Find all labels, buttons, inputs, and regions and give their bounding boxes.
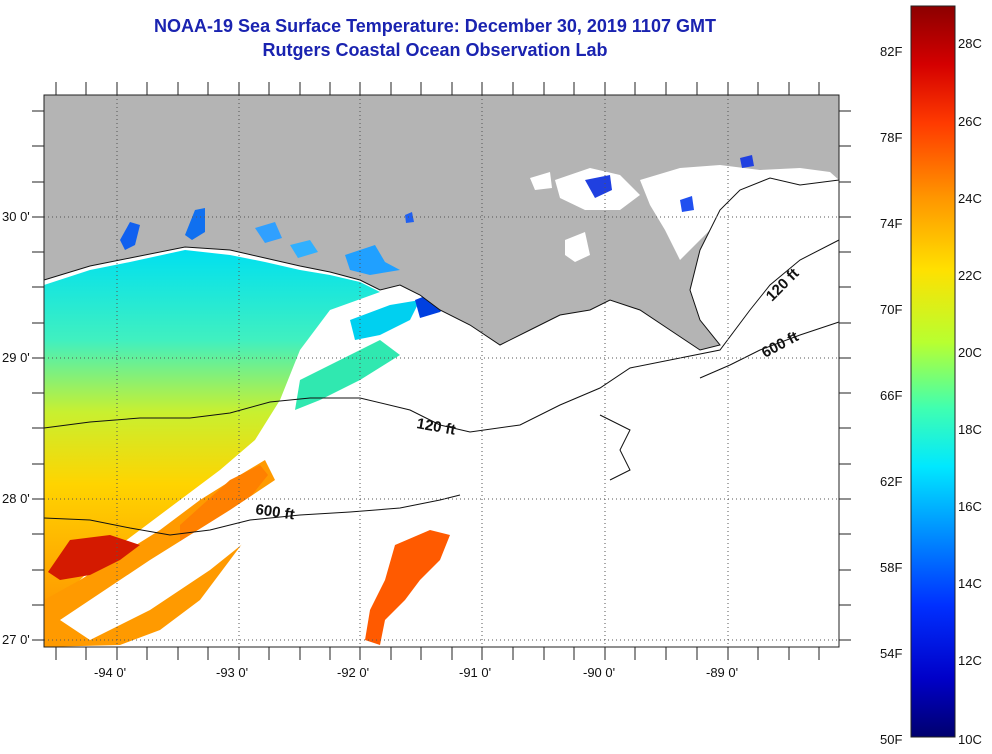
land-area (44, 95, 839, 350)
lat-label-29: 29 0' (2, 350, 30, 365)
cloud-streak (60, 360, 480, 640)
lake-8 (405, 212, 414, 223)
lon-label-90: -90 0' (583, 665, 616, 680)
colorbar-c-label: 10C (958, 732, 982, 747)
lake-2 (185, 208, 205, 240)
sst-water-west (44, 250, 380, 610)
colorbar-c-label: 28C (958, 36, 982, 51)
lake-4 (290, 240, 318, 258)
colorbar (910, 5, 956, 738)
lat-label-27: 27 0' (2, 632, 30, 647)
lat-label-28: 28 0' (2, 491, 30, 506)
colorbar-c-label: 18C (958, 422, 982, 437)
lon-label-89: -89 0' (706, 665, 739, 680)
sst-cyan-patch (350, 300, 420, 340)
colorbar-f-label: 62F (880, 474, 903, 489)
map-title: NOAA-19 Sea Surface Temperature: Decembe… (154, 16, 716, 36)
contour-600ft-east (599, 321, 840, 481)
sst-warm-patch-east (365, 530, 450, 645)
axis-ticks (32, 82, 851, 660)
colorbar-f-label: 54F (880, 646, 903, 661)
lon-label-92: -92 0' (337, 665, 370, 680)
colorbar-f-label: 66F (880, 388, 903, 403)
colorbar-f-label: 50F (880, 732, 903, 747)
colorbar-f-label: 70F (880, 302, 903, 317)
colorbar-f-label: 58F (880, 560, 903, 575)
contour-label-120ft: 120 ft (415, 415, 457, 439)
lake-7 (740, 155, 754, 168)
colorbar-c-label: 24C (958, 191, 982, 206)
colorbar-c-label: 14C (958, 576, 982, 591)
lake-5 (345, 245, 400, 275)
lake-6 (585, 175, 612, 198)
colorbar-c-label: 22C (958, 268, 982, 283)
colorbar-c-label: 26C (958, 114, 982, 129)
coastline (43, 177, 840, 351)
contour-600ft (43, 494, 461, 536)
lake-3 (255, 222, 282, 243)
colorbar-f-label: 82F (880, 44, 903, 59)
colorbar-c-label: 16C (958, 499, 982, 514)
contour-120ft (43, 239, 840, 433)
sst-teal-patch (295, 340, 400, 410)
lat-label-30: 30 0' (2, 209, 30, 224)
sst-hot-patch (48, 535, 140, 580)
contour-label-600ft: 600 ft (254, 501, 295, 523)
map-subtitle: Rutgers Coastal Ocean Observation Lab (262, 40, 608, 60)
lon-label-91: -91 0' (459, 665, 492, 680)
colorbar-f-label: 74F (880, 216, 903, 231)
lon-label-93: -93 0' (216, 665, 249, 680)
colorbar-f-label: 78F (880, 130, 903, 145)
lake-9 (680, 196, 694, 212)
colorbar-c-label: 20C (958, 345, 982, 360)
lake-1 (120, 222, 140, 250)
cloud-over-land-3 (565, 232, 590, 262)
cloud-over-land-4 (530, 172, 552, 190)
colorbar-c-label: 12C (958, 653, 982, 668)
grid (44, 95, 839, 647)
lon-label-94: -94 0' (94, 665, 127, 680)
cloud-over-land-2 (640, 165, 839, 260)
